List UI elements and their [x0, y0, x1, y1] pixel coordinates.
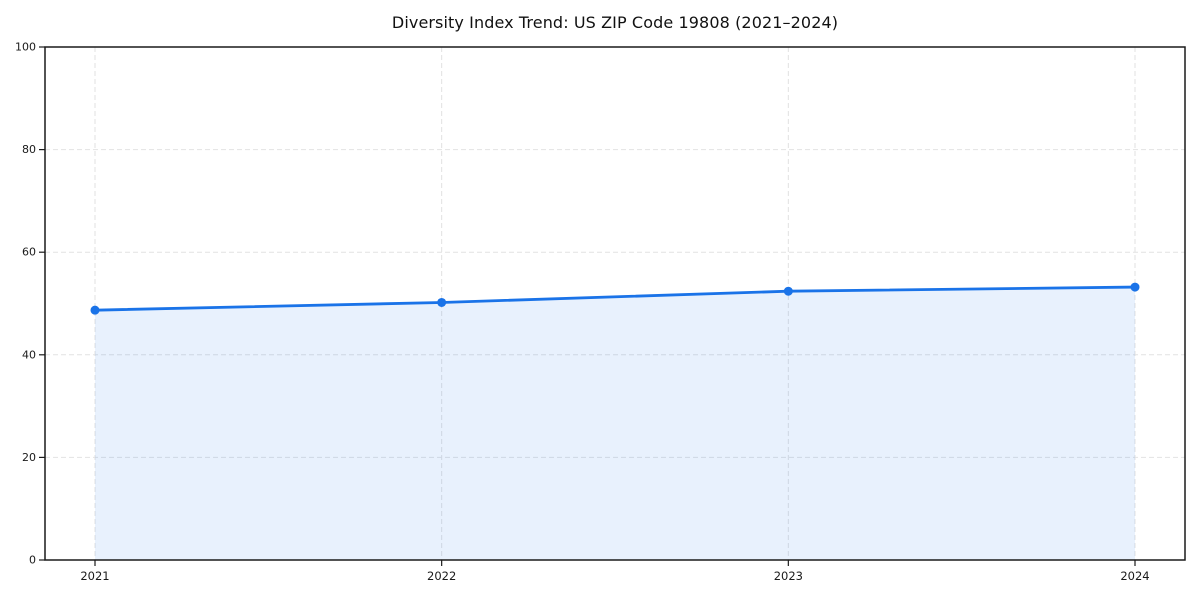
y-tick-label: 80 [22, 143, 36, 156]
plot-border [44, 46, 1186, 561]
data-point-2024 [1130, 282, 1140, 292]
y-tick-label: 60 [22, 246, 36, 259]
y-tick-label: 0 [29, 554, 36, 567]
x-tick-label: 2022 [427, 569, 456, 583]
x-tick-label: 2023 [774, 569, 803, 583]
area-fill [95, 287, 1135, 560]
chart-title: Diversity Index Trend: US ZIP Code 19808… [391, 13, 839, 32]
data-point-2022 [437, 297, 447, 307]
x-tick-label: 2024 [1120, 569, 1149, 583]
trend-line [93, 285, 1137, 312]
data-point-2021 [90, 305, 100, 315]
y-tick-label: 100 [15, 41, 36, 54]
data-point-2023 [783, 286, 793, 296]
y-tick-label: 40 [22, 348, 36, 361]
y-tick-label: 20 [22, 451, 36, 464]
x-tick-label: 2021 [80, 569, 109, 583]
